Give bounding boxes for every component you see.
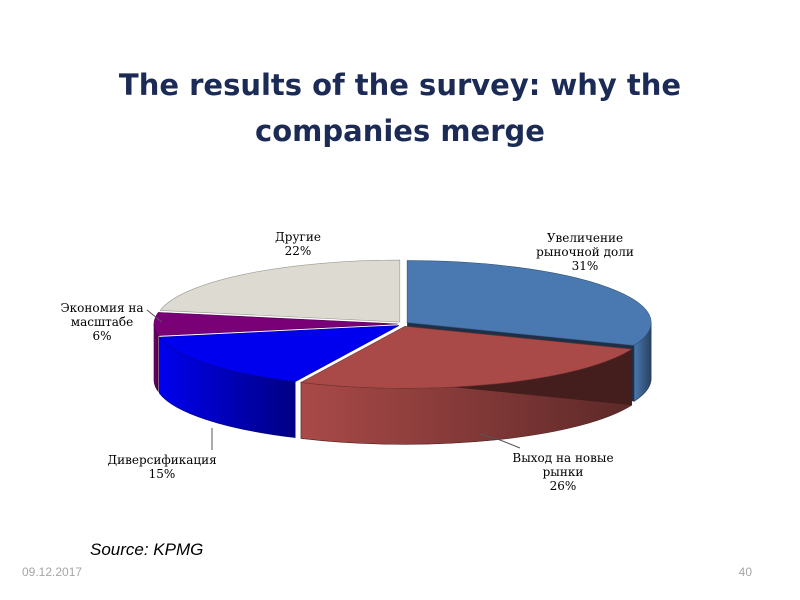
slice-value-label: 15%: [149, 467, 176, 481]
pie-slice-4: [153, 312, 399, 336]
slice-category-label: рыночной доли: [536, 245, 634, 259]
slice-category-label: масштабе: [71, 315, 133, 329]
source-note: Source: KPMG: [90, 540, 204, 559]
slice-labels: Увеличение рыночной доли 31% Выход на новые…: [61, 230, 634, 493]
slide-title: The results of the survey: why the compa…: [0, 62, 800, 154]
slice-label-4: Экономия на масштабе 6%: [61, 301, 144, 343]
slice-label-2: Выход на новые рынки 26%: [512, 451, 613, 493]
slice-category-label: Выход на новые: [512, 451, 613, 465]
pie-slice-3: [158, 325, 400, 382]
pie-slice-1: [406, 260, 652, 346]
label-leader-lines: [146, 309, 521, 450]
slice-category-label: Диверсификация: [107, 453, 216, 467]
slice-category-label: Другие: [275, 230, 321, 244]
slide-title-line-1: The results of the survey: why the: [118, 68, 682, 102]
slide-date: 09.12.2017: [22, 565, 83, 579]
pie-slice-5: [159, 259, 401, 323]
slice-value-label: 31%: [572, 259, 599, 273]
pie-slice-2: [299, 326, 633, 389]
slide-page-number: 40: [738, 565, 752, 579]
leader-line-2: [479, 433, 521, 449]
pie-slice-tops: [153, 259, 652, 389]
leader-line-4: [146, 309, 163, 323]
slice-category-label: рынки: [543, 465, 584, 479]
slice-value-label: 26%: [550, 479, 577, 493]
slice-label-3: Диверсификация 15%: [107, 453, 216, 481]
slice-label-5: Другие 22%: [275, 230, 321, 258]
slice-value-label: 22%: [285, 244, 312, 258]
slice-value-label: 6%: [92, 329, 111, 343]
slice-label-1: Увеличение рыночной доли 31%: [536, 231, 634, 273]
slide-title-line-2: companies merge: [255, 114, 545, 148]
slice-category-label: Экономия на: [61, 301, 144, 315]
slice-category-label: Увеличение: [547, 231, 623, 245]
